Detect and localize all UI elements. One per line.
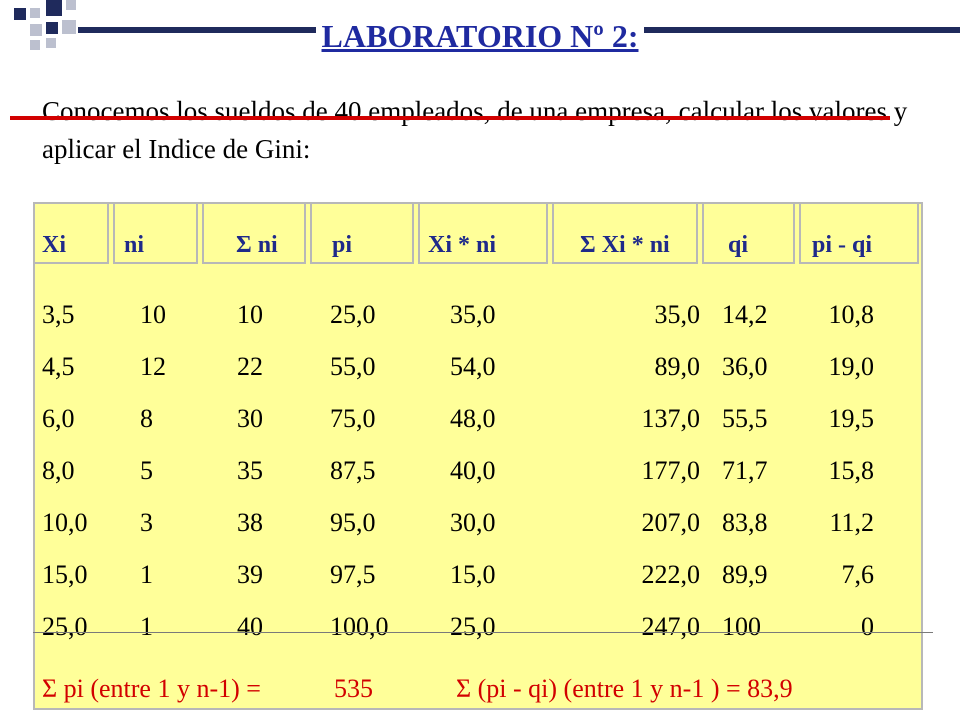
cell-ni: 1 [140, 612, 153, 641]
cell-sum-xi-ni: 35,0 [654, 300, 701, 329]
red-strike-line [10, 116, 890, 120]
header-cell [310, 202, 414, 264]
cell-pi: 100,0 [330, 612, 389, 641]
header-cell [418, 202, 548, 264]
cell-sum-xi-ni: 207,0 [641, 508, 701, 537]
cell-ni: 8 [140, 404, 153, 433]
cell-pi-qi: 0 [861, 612, 874, 641]
header-xi: Xi [42, 232, 66, 258]
table-row: 4,5 12 22 55,0 54,0 89,0 36,0 19,0 [0, 352, 960, 384]
header-pi-qi: pi - qi [812, 232, 873, 258]
cell-sum-xi-ni: 137,0 [641, 404, 701, 433]
header-xi-ni: Xi * ni [428, 232, 497, 258]
cell-ni: 5 [140, 456, 153, 485]
page-title-text: LABORATORIO Nº 2: [315, 18, 645, 54]
cell-xi-ni: 54,0 [450, 352, 496, 381]
cell-xi: 6,0 [42, 404, 75, 433]
header-cell [113, 202, 198, 264]
header-qi: qi [728, 232, 749, 258]
cell-sum-ni: 30 [237, 404, 263, 433]
cell-ni: 1 [140, 560, 153, 589]
header-sum-xi-ni: Σ Xi * ni [580, 232, 670, 258]
footer-sum-pi-label: Σ pi (entre 1 y n-1) = [42, 674, 261, 703]
cell-qi: 100 [722, 612, 761, 641]
table-row: 15,0 1 39 97,5 15,0 222,0 89,9 7,6 [0, 560, 960, 592]
cell-xi-ni: 35,0 [450, 300, 496, 329]
cell-sum-xi-ni: 222,0 [641, 560, 701, 589]
cell-xi-ni: 48,0 [450, 404, 496, 433]
cell-qi: 89,9 [722, 560, 768, 589]
cell-xi-ni: 25,0 [450, 612, 496, 641]
cell-pi: 75,0 [330, 404, 376, 433]
cell-xi: 25,0 [42, 612, 88, 641]
header-cell [799, 202, 919, 264]
cell-pi: 55,0 [330, 352, 376, 381]
corner-square [30, 8, 40, 18]
footer-sum-pi-value: 535 [334, 674, 373, 703]
corner-square [30, 24, 42, 36]
row-divider [33, 632, 933, 633]
cell-pi-qi: 19,5 [828, 404, 875, 433]
cell-ni: 10 [140, 300, 166, 329]
table-row: 25,0 1 40 100,0 25,0 247,0 100 0 [0, 612, 960, 644]
header-cell [552, 202, 698, 264]
cell-sum-xi-ni: 247,0 [641, 612, 701, 641]
cell-qi: 83,8 [722, 508, 768, 537]
corner-square [46, 22, 58, 34]
corner-square [14, 8, 26, 20]
cell-xi-ni: 30,0 [450, 508, 496, 537]
table-row: 3,5 10 10 25,0 35,0 35,0 14,2 10,8 [0, 300, 960, 332]
cell-xi: 15,0 [42, 560, 88, 589]
header-pi: pi [332, 232, 353, 258]
cell-xi: 10,0 [42, 508, 88, 537]
page-title: LABORATORIO Nº 2: [0, 18, 960, 55]
cell-pi-qi: 10,8 [828, 300, 875, 329]
cell-pi: 25,0 [330, 300, 376, 329]
cell-pi: 95,0 [330, 508, 376, 537]
header-ni: ni [124, 232, 145, 258]
cell-sum-ni: 22 [237, 352, 263, 381]
table-row: 8,0 5 35 87,5 40,0 177,0 71,7 15,8 [0, 456, 960, 488]
cell-pi-qi: 7,6 [841, 560, 875, 589]
cell-qi: 71,7 [722, 456, 768, 485]
cell-pi-qi: 15,8 [828, 456, 875, 485]
header-sum-ni: Σ ni [236, 232, 278, 258]
corner-square [46, 38, 56, 48]
cell-xi: 4,5 [42, 352, 75, 381]
cell-xi-ni: 40,0 [450, 456, 496, 485]
cell-sum-ni: 38 [237, 508, 263, 537]
header-cell [33, 202, 109, 264]
corner-square [66, 0, 76, 10]
cell-sum-ni: 40 [237, 612, 263, 641]
cell-ni: 3 [140, 508, 153, 537]
cell-xi: 8,0 [42, 456, 75, 485]
table-row: 6,0 8 30 75,0 48,0 137,0 55,5 19,5 [0, 404, 960, 436]
cell-sum-ni: 10 [237, 300, 263, 329]
cell-pi: 97,5 [330, 560, 376, 589]
cell-qi: 14,2 [722, 300, 768, 329]
corner-square [62, 20, 76, 34]
corner-square [30, 40, 40, 50]
data-table-panel [33, 202, 923, 710]
cell-sum-xi-ni: 177,0 [641, 456, 701, 485]
cell-sum-xi-ni: 89,0 [654, 352, 701, 381]
cell-xi: 3,5 [42, 300, 75, 329]
cell-ni: 12 [140, 352, 166, 381]
cell-xi-ni: 15,0 [450, 560, 496, 589]
cell-qi: 36,0 [722, 352, 768, 381]
intro-text: Conocemos los sueldos de 40 empleados, d… [42, 96, 908, 164]
table-row: 10,0 3 38 95,0 30,0 207,0 83,8 11,2 [0, 508, 960, 540]
header-cell [702, 202, 795, 264]
cell-pi: 87,5 [330, 456, 376, 485]
footer-sum-diff: Σ (pi - qi) (entre 1 y n-1 ) = 83,9 [456, 674, 793, 703]
cell-pi-qi: 19,0 [828, 352, 875, 381]
cell-sum-ni: 39 [237, 560, 263, 589]
cell-qi: 55,5 [722, 404, 768, 433]
header-cell [202, 202, 306, 264]
cell-pi-qi: 11,2 [829, 508, 874, 537]
cell-sum-ni: 35 [237, 456, 263, 485]
corner-square [46, 0, 62, 16]
